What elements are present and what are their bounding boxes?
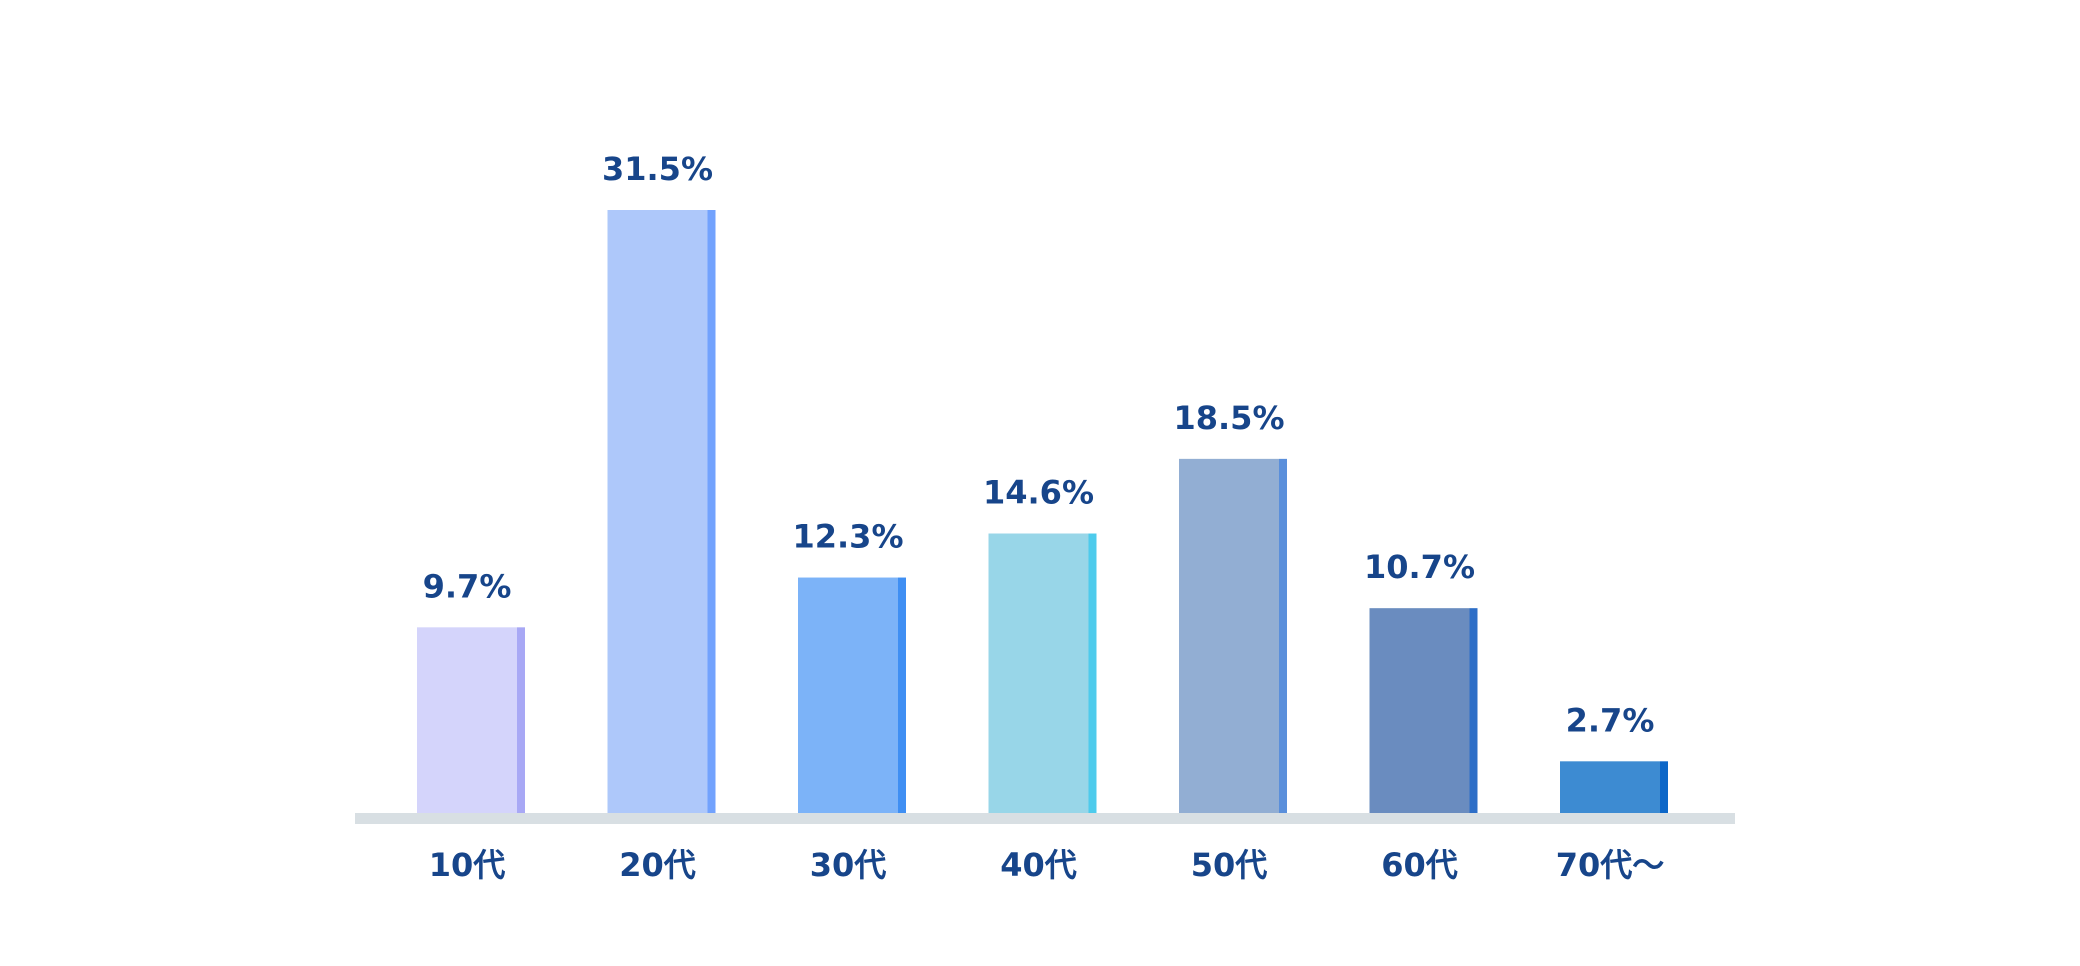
bar-3-edge: [1088, 533, 1097, 813]
value-label: 2.7%: [1566, 701, 1655, 739]
bar-5: [1369, 608, 1470, 813]
bar-1-edge: [707, 210, 716, 813]
bar-6: [1560, 761, 1660, 813]
bar-3: [988, 533, 1089, 813]
x-axis-baseline: [355, 813, 1735, 824]
value-label: 18.5%: [1173, 399, 1284, 437]
bar-0: [417, 627, 517, 813]
labels-group: 9.7% 10代 31.5% 20代 12.3% 30代 14.6% 40代 18.5% 50代 1…: [423, 150, 1665, 884]
bar-5-edge: [1469, 608, 1478, 813]
category-label: 10代: [429, 846, 506, 884]
category-label: 20代: [619, 846, 696, 884]
value-label: 31.5%: [602, 150, 713, 188]
bar-2: [798, 577, 898, 813]
category-label: 70代～: [1556, 846, 1665, 884]
bar-2-edge: [898, 577, 906, 813]
category-label: 40代: [1000, 846, 1077, 884]
value-label: 10.7%: [1364, 548, 1475, 586]
category-label: 50代: [1191, 846, 1268, 884]
bar-4: [1179, 458, 1279, 813]
category-label: 30代: [810, 846, 887, 884]
bars-group: [417, 210, 1668, 813]
value-label: 14.6%: [983, 474, 1094, 512]
bar-4-edge: [1279, 458, 1287, 813]
value-label: 9.7%: [423, 567, 512, 605]
bar-1: [607, 210, 708, 813]
bar-0-edge: [517, 627, 525, 813]
bar-6-edge: [1660, 761, 1668, 813]
category-label: 60代: [1381, 846, 1458, 884]
value-label: 12.3%: [792, 518, 903, 556]
